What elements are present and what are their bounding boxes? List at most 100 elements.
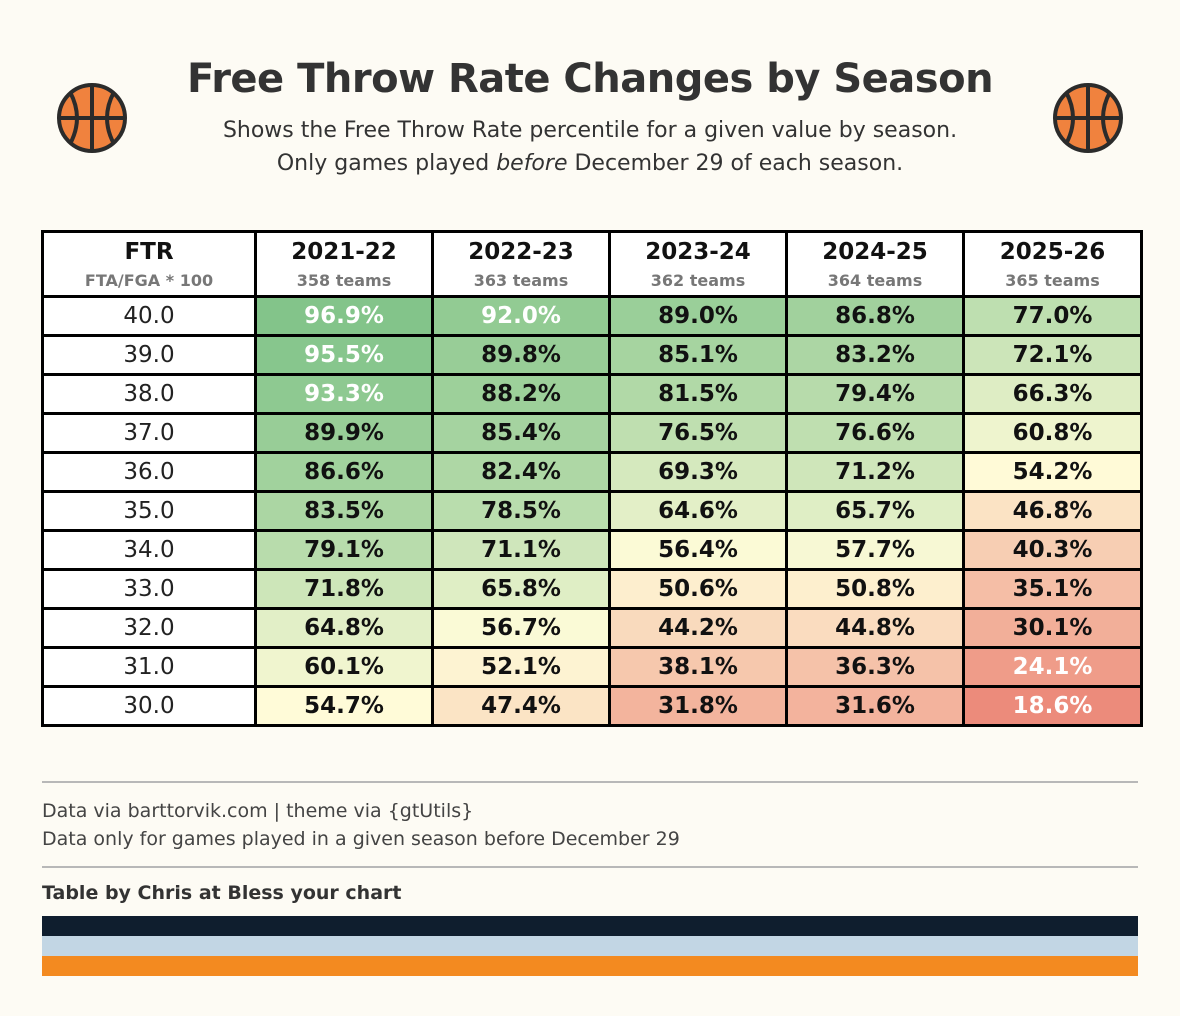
table-row: 39.0 95.5% 89.8% 85.1% 83.2% 72.1% — [41, 334, 1143, 376]
table-row: 30.0 54.7% 47.4% 31.8% 31.6% 18.6% — [41, 685, 1143, 727]
ftr-value-cell: 39.0 — [41, 334, 257, 376]
column-header-sublabel: 362 teams — [650, 271, 746, 290]
percentile-cell: 18.6% — [962, 685, 1143, 727]
percentile-cell: 52.1% — [431, 646, 611, 688]
percentile-cell: 89.8% — [431, 334, 611, 376]
percentile-cell: 64.8% — [254, 607, 434, 649]
percentile-cell: 64.6% — [608, 490, 788, 532]
percentile-cell: 85.4% — [431, 412, 611, 454]
ftr-value-cell: 38.0 — [41, 373, 257, 415]
column-header-label: 2021-22 — [291, 239, 397, 265]
percentile-cell: 76.5% — [608, 412, 788, 454]
percentile-cell: 36.3% — [785, 646, 965, 688]
percentile-cell: 60.8% — [962, 412, 1143, 454]
table-body: 40.0 96.9% 92.0% 89.0% 86.8% 77.0% 39.0 95.5% 89… — [41, 295, 1143, 727]
column-header-season: 2025-26 365 teams — [962, 230, 1143, 298]
percentile-cell: 93.3% — [254, 373, 434, 415]
percentile-cell: 24.1% — [962, 646, 1143, 688]
percentile-cell: 65.8% — [431, 568, 611, 610]
ftr-value-cell: 36.0 — [41, 451, 257, 493]
percentile-cell: 47.4% — [431, 685, 611, 727]
column-header-sublabel: 358 teams — [296, 271, 392, 290]
percentile-cell: 50.8% — [785, 568, 965, 610]
column-header-sublabel: 365 teams — [1005, 271, 1100, 290]
subtitle: Shows the Free Throw Rate percentile for… — [0, 114, 1180, 180]
percentile-cell: 35.1% — [962, 568, 1143, 610]
ftr-value-cell: 32.0 — [41, 607, 257, 649]
percentile-cell: 76.6% — [785, 412, 965, 454]
percentile-cell: 54.7% — [254, 685, 434, 727]
percentile-cell: 56.4% — [608, 529, 788, 571]
percentile-cell: 54.2% — [962, 451, 1143, 493]
column-header-season: 2021-22 358 teams — [254, 230, 434, 298]
ftr-percentile-table: FTR FTA/FGA * 100 2021-22 358 teams 2022… — [41, 230, 1143, 727]
percentile-cell: 40.3% — [962, 529, 1143, 571]
percentile-cell: 71.1% — [431, 529, 611, 571]
color-band-light-blue — [42, 936, 1138, 956]
basketball-icon — [57, 83, 127, 153]
percentile-cell: 96.9% — [254, 295, 434, 337]
subtitle-pre: Only games played — [276, 151, 497, 176]
percentile-cell: 69.3% — [608, 451, 788, 493]
percentile-cell: 86.6% — [254, 451, 434, 493]
header: Free Throw Rate Changes by Season Shows … — [0, 0, 1180, 200]
table-row: 34.0 79.1% 71.1% 56.4% 57.7% 40.3% — [41, 529, 1143, 571]
percentile-cell: 83.2% — [785, 334, 965, 376]
table-row: 38.0 93.3% 88.2% 81.5% 79.4% 66.3% — [41, 373, 1143, 415]
table-row: 37.0 89.9% 85.4% 76.5% 76.6% 60.8% — [41, 412, 1143, 454]
percentile-cell: 57.7% — [785, 529, 965, 571]
column-header-label: 2024-25 — [822, 239, 928, 265]
ftr-value-cell: 37.0 — [41, 412, 257, 454]
table-row: 35.0 83.5% 78.5% 64.6% 65.7% 46.8% — [41, 490, 1143, 532]
subtitle-line-2: Only games played before December 29 of … — [0, 147, 1180, 180]
percentile-cell: 60.1% — [254, 646, 434, 688]
percentile-cell: 89.9% — [254, 412, 434, 454]
column-header-label: 2025-26 — [999, 239, 1106, 265]
ftr-value-cell: 40.0 — [41, 295, 257, 337]
percentile-cell: 65.7% — [785, 490, 965, 532]
ftr-value-cell: 34.0 — [41, 529, 257, 571]
percentile-cell: 81.5% — [608, 373, 788, 415]
ftr-value-cell: 33.0 — [41, 568, 257, 610]
percentile-cell: 86.8% — [785, 295, 965, 337]
column-header-label: 2022-23 — [468, 239, 574, 265]
footer-divider — [42, 866, 1138, 868]
subtitle-post: December 29 of each season. — [567, 151, 904, 176]
ftr-value-cell: 31.0 — [41, 646, 257, 688]
percentile-cell: 44.2% — [608, 607, 788, 649]
color-band-orange — [42, 956, 1138, 976]
percentile-cell: 46.8% — [962, 490, 1143, 532]
percentile-cell: 82.4% — [431, 451, 611, 493]
percentile-cell: 79.1% — [254, 529, 434, 571]
source-note: Data via barttorvik.com | theme via {gtU… — [42, 800, 474, 822]
percentile-cell: 66.3% — [962, 373, 1143, 415]
column-header-season: 2023-24 362 teams — [608, 230, 788, 298]
percentile-cell: 85.1% — [608, 334, 788, 376]
percentile-cell: 83.5% — [254, 490, 434, 532]
column-header-sublabel: FTA/FGA * 100 — [84, 271, 214, 290]
percentile-cell: 89.0% — [608, 295, 788, 337]
column-header-sublabel: 364 teams — [827, 271, 923, 290]
percentile-cell: 56.7% — [431, 607, 611, 649]
percentile-cell: 30.1% — [962, 607, 1143, 649]
column-header-season: 2024-25 364 teams — [785, 230, 965, 298]
percentile-cell: 31.8% — [608, 685, 788, 727]
table-row: 40.0 96.9% 92.0% 89.0% 86.8% 77.0% — [41, 295, 1143, 337]
percentile-cell: 79.4% — [785, 373, 965, 415]
page-title: Free Throw Rate Changes by Season — [186, 56, 994, 102]
basketball-icon — [1053, 83, 1123, 153]
percentile-cell: 92.0% — [431, 295, 611, 337]
credit-line: Table by Chris at Bless your chart — [42, 882, 402, 904]
percentile-cell: 72.1% — [962, 334, 1143, 376]
percentile-cell: 31.6% — [785, 685, 965, 727]
table-row: 32.0 64.8% 56.7% 44.2% 44.8% 30.1% — [41, 607, 1143, 649]
percentile-cell: 71.2% — [785, 451, 965, 493]
table-row: 36.0 86.6% 82.4% 69.3% 71.2% 54.2% — [41, 451, 1143, 493]
table-row: 33.0 71.8% 65.8% 50.6% 50.8% 35.1% — [41, 568, 1143, 610]
column-header-ftr: FTR FTA/FGA * 100 — [41, 230, 257, 298]
percentile-cell: 50.6% — [608, 568, 788, 610]
data-note: Data only for games played in a given se… — [42, 828, 680, 850]
table-header-row: FTR FTA/FGA * 100 2021-22 358 teams 2022… — [41, 230, 1143, 298]
column-header-season: 2022-23 363 teams — [431, 230, 611, 298]
percentile-cell: 71.8% — [254, 568, 434, 610]
